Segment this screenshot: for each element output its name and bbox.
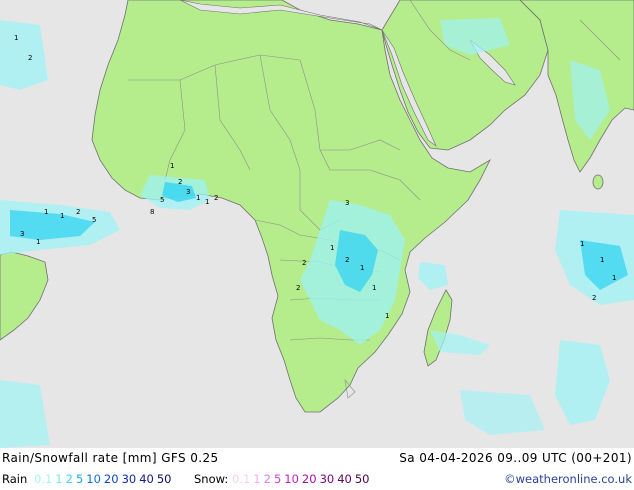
precip-value-label: 1 (44, 208, 48, 216)
rain-legend-value: 2 (65, 472, 73, 486)
snow-legend-value: 1 (253, 472, 261, 486)
snow-legend-value: 20 (301, 472, 317, 486)
precip-value-label: 1 (205, 198, 209, 206)
map-footer: Rain/Snowfall rate [mm] GFS 0.25 Sa 04-0… (0, 448, 634, 490)
madagascar-landmass (423, 289, 453, 367)
precip-value-label: 1 (14, 34, 18, 42)
precip-value-label: 1 (385, 312, 389, 320)
precip-value-label: 5 (160, 196, 164, 204)
snow-legend-scale: 0.1 1 2 5 10 20 30 40 50 (232, 472, 372, 486)
rain-legend-value: 10 (86, 472, 101, 486)
precip-value-label: 2 (302, 259, 306, 267)
snow-legend-value: 0.1 (232, 472, 251, 486)
rain-legend-value: 5 (75, 472, 84, 486)
rain-legend-value: 1 (55, 472, 63, 486)
rain-legend-value: 30 (121, 472, 137, 486)
rain-legend-value: 0.1 (34, 472, 53, 486)
precip-value-label: 3 (186, 188, 190, 196)
precip-value-label: 3 (345, 199, 349, 207)
credit-link[interactable]: ©weatheronline.co.uk (504, 472, 632, 486)
precip-value-label: 2 (214, 194, 218, 202)
precipitation-areas (0, 18, 634, 448)
precip-value-label: 5 (92, 216, 96, 224)
precip-value-label: 1 (612, 274, 616, 282)
precip-value-label: 2 (345, 256, 349, 264)
precip-value-label: 1 (360, 264, 364, 272)
rain-legend-value: 40 (139, 472, 154, 486)
precip-value-label: 2 (296, 284, 300, 292)
footer-legend-row: Rain 0.1 1 2 5 10 20 30 40 50 Snow: 0.1 1 2 5 10 20 30… (0, 470, 634, 490)
rain-legend-scale: 0.1 1 2 5 10 20 30 40 50 (34, 472, 174, 486)
rain-legend-value: 50 (156, 472, 172, 486)
precip-value-label: 1 (196, 194, 200, 202)
precip-value-label: 8 (150, 208, 154, 216)
snow-legend-label: Snow: (194, 472, 229, 486)
precip-value-label: 1 (36, 238, 40, 246)
snow-legend-value: 5 (273, 472, 282, 486)
precip-value-label: 1 (372, 284, 376, 292)
precip-value-label: 2 (76, 208, 80, 216)
footer-top-row: Rain/Snowfall rate [mm] GFS 0.25 Sa 04-0… (0, 448, 634, 468)
snow-legend-value: 50 (354, 472, 370, 486)
south-america-landmass (0, 251, 49, 341)
snow-legend-value: 30 (319, 472, 335, 486)
precip-value-label: 3 (20, 230, 24, 238)
precip-value-label: 2 (592, 294, 596, 302)
precip-value-label: 1 (580, 240, 584, 248)
snow-legend-value: 40 (337, 472, 352, 486)
precip-value-label: 2 (28, 54, 32, 62)
snow-legend-value: 10 (284, 472, 299, 486)
sri-lanka-landmass (592, 174, 604, 190)
map-title: Rain/Snowfall rate [mm] GFS 0.25 (2, 451, 219, 465)
precip-value-label: 1 (60, 212, 64, 220)
precip-value-label: 1 (600, 256, 604, 264)
rain-legend-value: 20 (103, 472, 119, 486)
precip-value-label: 1 (170, 162, 174, 170)
mediterranean (179, 0, 383, 31)
snow-legend-value: 2 (263, 472, 271, 486)
precip-value-label: 1 (330, 244, 334, 252)
rain-legend-label: Rain (2, 472, 28, 486)
map-timestamp: Sa 04-04-2026 09..09 UTC (00+201) (399, 451, 632, 465)
precip-value-label: 2 (178, 178, 182, 186)
red-sea (381, 29, 437, 147)
